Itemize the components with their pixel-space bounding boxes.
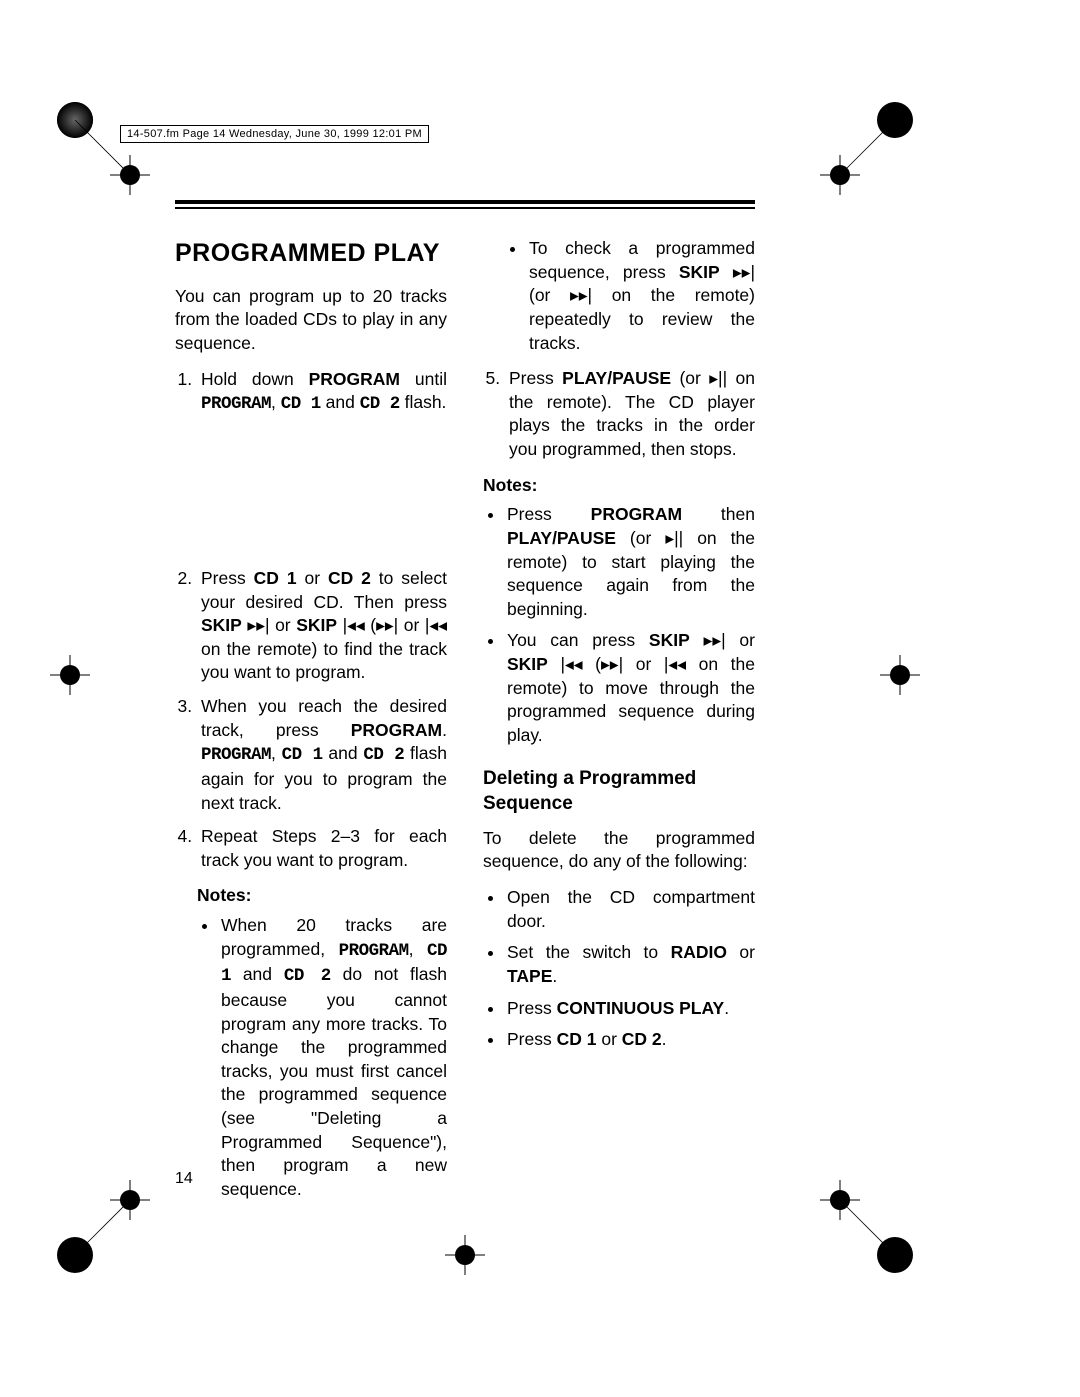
running-header: 14-507.fm Page 14 Wednesday, June 30, 19… [120,125,429,143]
top-rule [175,200,755,209]
steps-list-cont: Press PLAY/PAUSE (or ▸|| on the remote).… [483,367,755,462]
reg-shaded-bl [55,1235,95,1275]
notes-list-1b: To check a programmed sequence, press SK… [505,237,755,355]
reg-cross-br [820,1180,860,1220]
reg-cross-bl [110,1180,150,1220]
step-3: When you reach the desired track, press … [197,695,447,815]
delete-list: Open the CD compartment door. Set the sw… [483,886,755,1052]
intro-paragraph: You can program up to 20 tracks from the… [175,285,447,356]
reg-cross-tl [110,155,150,195]
note-1: When 20 tracks are programmed, PROGRAM, … [219,914,447,1202]
del-4: Press CD 1 or CD 2. [505,1028,755,1052]
notes-heading-2: Notes: [483,474,755,498]
notes-list-1: When 20 tracks are programmed, PROGRAM, … [197,914,447,1202]
step-4: Repeat Steps 2–3 for each track you want… [197,825,447,872]
subsection-title: Deleting a Programmed Sequence [483,766,755,817]
section-title: PROGRAMMED PLAY [175,237,447,271]
col2-note-2: You can press SKIP ▸▸| or SKIP |◂◂ (▸▸| … [505,629,755,747]
notes-list-2: Press PROGRAM then PLAY/PAUSE (or ▸|| on… [483,503,755,747]
note-2: To check a programmed sequence, press SK… [527,237,755,355]
page-body: PROGRAMMED PLAY You can program up to 20… [175,200,755,1202]
step-2: Press CD 1 or CD 2 to select your desire… [197,567,447,685]
step-5: Press PLAY/PAUSE (or ▸|| on the remote).… [505,367,755,462]
del-2: Set the switch to RADIO or TAPE. [505,941,755,988]
del-3: Press CONTINUOUS PLAY. [505,997,755,1021]
col2-note-1: Press PROGRAM then PLAY/PAUSE (or ▸|| on… [505,503,755,621]
reg-cross-mr [880,655,920,695]
step-1: Hold down PROGRAM until PROGRAM, CD 1 an… [197,368,447,557]
reg-shaded-br [875,1235,915,1275]
steps-list: Hold down PROGRAM until PROGRAM, CD 1 an… [175,368,447,873]
reg-cross-tr [820,155,860,195]
reg-shaded-tr [875,100,915,140]
del-1: Open the CD compartment door. [505,886,755,933]
delete-intro: To delete the programmed sequence, do an… [483,827,755,874]
reg-cross-bm [445,1235,485,1275]
notes-heading-1: Notes: [197,884,447,908]
reg-shaded-tl [55,100,95,140]
reg-cross-ml [50,655,90,695]
page-number: 14 [175,1170,193,1188]
